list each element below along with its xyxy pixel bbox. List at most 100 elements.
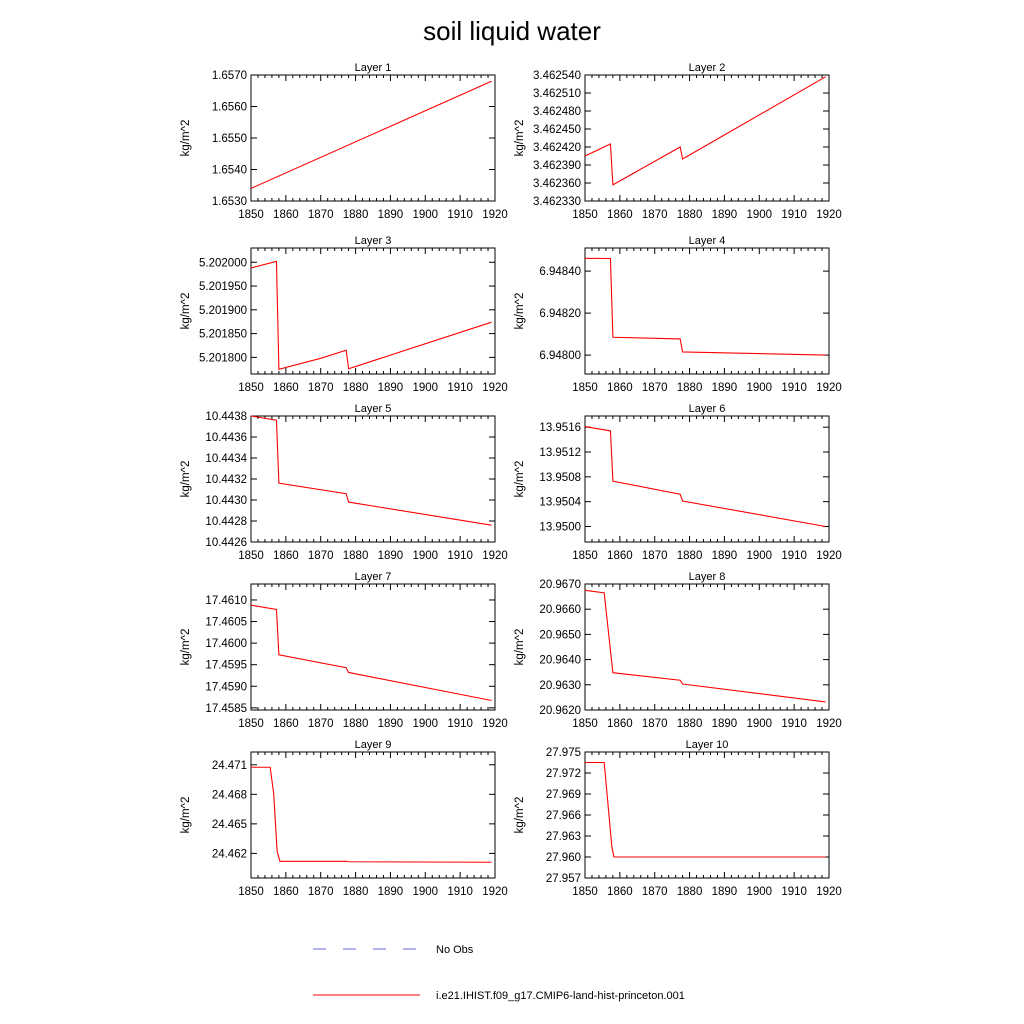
y-tick-label: 20.9640 [539,655,581,667]
x-tick-label: 1890 [712,718,738,730]
panel-title: Layer 2 [689,62,726,74]
y-tick-label: 10.4438 [205,411,247,423]
y-tick-label: 24.471 [212,760,247,772]
x-tick-label: 1900 [412,382,438,394]
y-tick-label: 20.9670 [539,579,581,591]
x-tick-label: 1880 [677,718,703,730]
y-tick-label: 20.9650 [539,629,581,641]
x-tick-label: 1860 [607,209,633,221]
y-tick-label: 5.201800 [199,352,247,364]
x-tick-label: 1850 [572,209,598,221]
y-tick-label: 27.966 [546,810,581,822]
y-tick-label: 10.4426 [205,537,247,549]
series-line [585,761,826,858]
panel-layer-7: Layer 7 1850 1860 1870 1880 1890 1900 1910 1920 1… [180,571,508,730]
y-tick-label: 3.462450 [533,124,581,136]
panel-title: Layer 3 [355,235,392,247]
x-tick-label: 1850 [572,718,598,730]
series-line [250,80,492,189]
x-tick-label: 1880 [343,886,369,898]
y-tick-label: 1.6530 [212,196,247,208]
y-tick-label: 1.6560 [212,102,247,114]
y-tick-label: 3.462390 [533,160,581,172]
panel-layer-5: Layer 5 1850 1860 1870 1880 1890 1900 1910 1920 1… [180,403,508,562]
y-tick-label: 10.4428 [205,516,247,528]
x-tick-label: 1880 [343,382,369,394]
y-tick-label: 6.94800 [539,350,581,362]
figure-title: soil liquid water [423,16,601,46]
y-tick-label: 6.94820 [539,308,581,320]
x-tick-label: 1850 [238,886,264,898]
panel-layer-1: Layer 1 1850 1860 1870 1880 1890 1900 1910 1920 1… [180,62,508,221]
x-tick-label: 1880 [677,382,703,394]
x-tick-label: 1870 [308,209,334,221]
plot-frame [250,74,496,202]
x-tick-label: 1890 [378,550,404,562]
legend-model-label: i.e21.IHIST.f09_g17.CMIP6-land-hist-prin… [436,990,685,1002]
x-tick-label: 1880 [343,209,369,221]
x-tick-label: 1920 [816,886,842,898]
plot-frame [584,415,830,543]
plot-frame [250,247,496,375]
y-tick-label: 17.4590 [205,681,247,693]
panel-title: Layer 7 [355,571,392,583]
y-tick-label: 27.975 [546,747,581,759]
x-tick-label: 1870 [642,550,668,562]
x-tick-label: 1890 [378,718,404,730]
plot-frame [250,583,496,711]
panel-layer-3: Layer 3 1850 1860 1870 1880 1890 1900 1910 1920 5… [180,235,508,394]
y-tick-label: 1.6570 [212,70,247,82]
y-tick-label: 3.462510 [533,88,581,100]
x-tick-label: 1910 [447,209,473,221]
y-tick-label: 20.9660 [539,604,581,616]
x-tick-label: 1890 [712,886,738,898]
x-tick-label: 1860 [273,886,299,898]
x-tick-label: 1900 [746,550,772,562]
y-tick-label: 5.202000 [199,257,247,269]
y-tick-label: 17.4605 [205,617,247,629]
x-tick-label: 1890 [712,550,738,562]
series-line [250,415,492,526]
x-tick-label: 1860 [273,382,299,394]
x-tick-label: 1850 [572,886,598,898]
y-tick-label: 17.4585 [205,703,247,715]
x-tick-label: 1850 [238,382,264,394]
x-tick-label: 1910 [447,382,473,394]
panel-title: Layer 1 [355,62,392,74]
y-tick-label: 10.4434 [205,453,247,465]
y-tick-label: 5.201950 [199,281,247,293]
y-tick-label: 10.4430 [205,495,247,507]
legend: No Obs i.e21.IHIST.f09_g17.CMIP6-land-hi… [313,944,685,1002]
x-tick-label: 1920 [482,550,508,562]
x-tick-label: 1900 [412,209,438,221]
x-tick-label: 1860 [607,382,633,394]
y-tick-label: 3.462330 [533,196,581,208]
x-tick-label: 1850 [238,718,264,730]
x-tick-label: 1920 [482,886,508,898]
y-tick-label: 13.9508 [539,472,581,484]
x-tick-label: 1870 [642,886,668,898]
x-tick-label: 1890 [712,382,738,394]
x-tick-label: 1910 [781,550,807,562]
y-tick-label: 13.9516 [539,422,581,434]
x-tick-label: 1900 [746,718,772,730]
y-axis-label: kg/m^2 [514,461,526,498]
x-tick-label: 1850 [238,550,264,562]
x-tick-label: 1860 [273,718,299,730]
y-tick-label: 20.9630 [539,680,581,692]
x-tick-label: 1920 [816,209,842,221]
y-tick-label: 1.6540 [212,165,247,177]
plot-frame [250,415,496,543]
y-tick-label: 3.462540 [533,70,581,82]
x-tick-label: 1850 [572,382,598,394]
x-tick-label: 1890 [378,382,404,394]
x-tick-label: 1870 [642,382,668,394]
y-tick-label: 10.4436 [205,432,247,444]
x-tick-label: 1890 [378,886,404,898]
x-tick-label: 1920 [816,382,842,394]
x-tick-label: 1880 [677,550,703,562]
x-tick-label: 1920 [816,550,842,562]
x-tick-label: 1860 [273,209,299,221]
x-tick-label: 1910 [447,886,473,898]
panel-title: Layer 6 [689,403,726,415]
